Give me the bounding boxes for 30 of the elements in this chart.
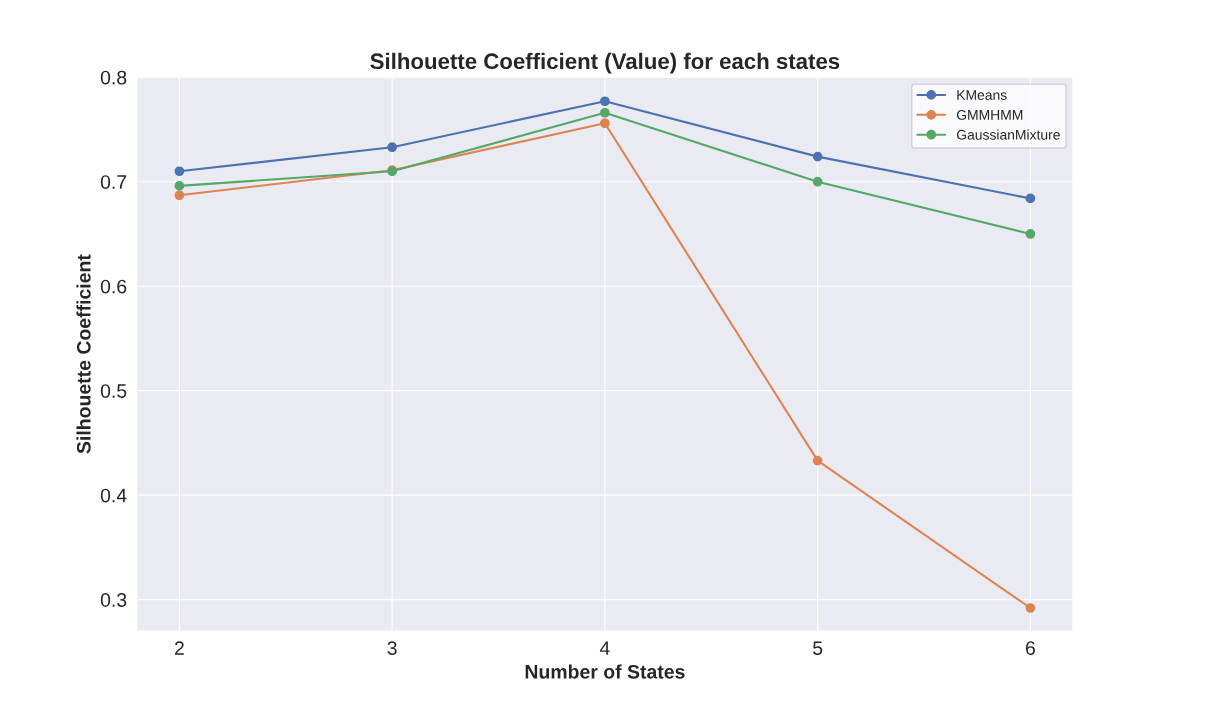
- point: [812, 151, 823, 162]
- legend-label: KMeans: [957, 90, 1007, 100]
- legend-label: GaussianMixture: [956, 129, 1060, 140]
- point: [600, 96, 610, 107]
- x-tick-label: 2: [174, 641, 184, 655]
- point: [1025, 229, 1036, 239]
- point: [174, 190, 185, 201]
- chart-title: Silhouette Coefficient (Value) for each states: [370, 52, 840, 74]
- y-tick-label: 0.5: [100, 384, 127, 398]
- point: [174, 166, 185, 177]
- point: [812, 455, 823, 466]
- x-tick-label: 4: [599, 641, 610, 655]
- y-tick-label: 0.4: [100, 488, 127, 503]
- y-axis-title: Silhouette Coefficient: [76, 254, 91, 454]
- point: [387, 142, 398, 153]
- y-tick-label: 0.7: [100, 175, 127, 189]
- y-tick-label: 0.6: [100, 279, 127, 294]
- legend-label: GMMHMM: [956, 109, 1023, 120]
- point: [600, 118, 610, 129]
- point: [174, 181, 185, 191]
- point: [1025, 603, 1036, 613]
- y-tick-label: 0.3: [100, 593, 127, 607]
- x-tick-label: 3: [387, 641, 397, 655]
- point: [600, 107, 610, 118]
- x-tick-label: 5: [813, 641, 823, 655]
- point: [812, 176, 823, 187]
- x-axis-title: Number of States: [525, 664, 685, 679]
- x-tick-label: 6: [1025, 641, 1035, 655]
- point: [1025, 193, 1036, 204]
- y-tick-label: 0.8: [100, 70, 127, 85]
